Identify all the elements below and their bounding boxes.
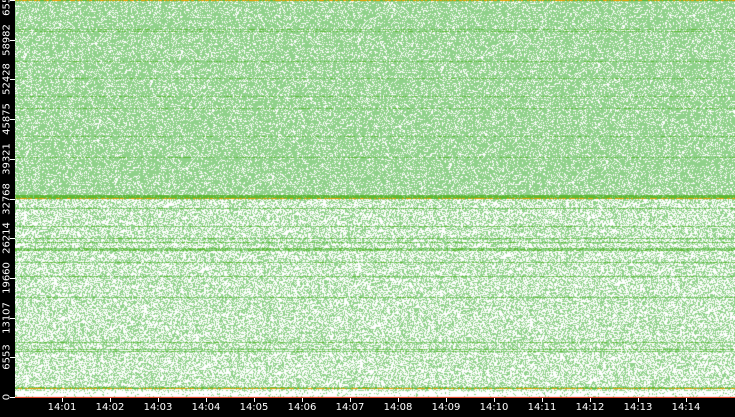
x-tick-label: 14:05 — [239, 402, 269, 413]
y-tick-mark — [10, 238, 15, 240]
x-tick-mark — [638, 398, 639, 402]
y-tick-text: 65536 — [1, 0, 12, 16]
y-tick-mark — [10, 397, 15, 398]
x-tick-mark — [446, 398, 447, 402]
x-tick-mark — [302, 398, 303, 402]
x-tick-mark — [350, 398, 351, 402]
y-tick-mark — [10, 317, 15, 319]
y-tick-mark — [10, 277, 15, 279]
port-time-heatmap — [15, 0, 735, 398]
x-tick-mark — [494, 398, 495, 402]
x-tick-label: 14:14 — [671, 402, 701, 413]
x-tick-label: 14:02 — [95, 402, 125, 413]
x-tick-mark — [542, 398, 543, 402]
x-tick-label: 14:03 — [143, 402, 173, 413]
x-tick-mark — [110, 398, 111, 402]
x-tick-label: 14:12 — [575, 402, 605, 413]
x-tick-mark — [590, 398, 591, 402]
y-tick-mark — [10, 198, 15, 200]
x-tick-label: 14:13 — [623, 402, 653, 413]
x-tick-label: 14:11 — [527, 402, 557, 413]
x-tick-label: 14:10 — [479, 402, 509, 413]
x-tick-mark — [158, 398, 159, 402]
x-tick-mark — [206, 398, 207, 402]
x-tick-mark — [254, 398, 255, 402]
y-tick-mark — [10, 158, 15, 160]
x-tick-label: 14:06 — [287, 402, 317, 413]
x-tick-mark — [398, 398, 399, 402]
y-tick-mark — [10, 39, 15, 41]
y-tick-mark — [10, 357, 15, 359]
x-tick-label: 14:07 — [335, 402, 365, 413]
x-tick-label: 14:01 — [47, 402, 77, 413]
x-tick-label: 14:04 — [191, 402, 221, 413]
y-tick-mark — [10, 0, 15, 1]
x-tick-mark — [686, 398, 687, 402]
y-tick-mark — [10, 119, 15, 121]
x-tick-mark — [62, 398, 63, 402]
x-tick-label: 14:08 — [383, 402, 413, 413]
y-tick-mark — [10, 79, 15, 81]
x-tick-label: 14:09 — [431, 402, 461, 413]
y-tick-label: 65536 — [0, 0, 13, 20]
